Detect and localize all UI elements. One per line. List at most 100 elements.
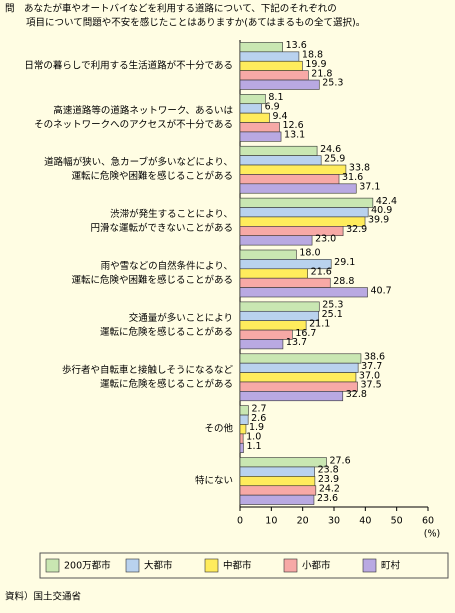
bar <box>239 122 280 133</box>
x-unit: (%) <box>424 529 440 540</box>
value-label: 13.7 <box>286 337 307 348</box>
value-label: 40.7 <box>371 285 392 296</box>
category-label: 渋滞が発生することにより、 <box>110 208 233 220</box>
legend-label: 小都市 <box>302 560 331 572</box>
bar <box>239 329 293 340</box>
legend-swatch <box>283 558 298 573</box>
value-label: 1.0 <box>246 432 261 443</box>
value-label: 38.6 <box>364 351 385 362</box>
bar <box>239 310 319 321</box>
value-label: 37.7 <box>361 361 382 372</box>
category-label: 高速道路等の道路ネットワーク、あるいは <box>53 104 233 116</box>
bar <box>239 207 369 218</box>
bar <box>239 433 244 444</box>
chart-title: 問 あなたが車やオートバイなどを利用する道路について、下記のそれぞれの <box>5 3 337 15</box>
value-label: 39.9 <box>368 215 389 226</box>
value-label: 31.6 <box>342 172 363 183</box>
bar <box>239 277 331 288</box>
category-label: 雨や雪などの自然条件により、 <box>101 260 233 272</box>
bar <box>239 405 249 416</box>
bar <box>239 301 320 312</box>
value-label: 13.6 <box>286 40 307 51</box>
legend-label: 町村 <box>381 560 401 572</box>
bar <box>239 174 340 185</box>
bar <box>239 51 300 62</box>
x-tick-label: 50 <box>391 516 403 527</box>
category-label: 円滑な運転ができないことがある <box>90 222 233 234</box>
value-label: 18.0 <box>299 248 320 259</box>
value-label: 24.6 <box>320 144 341 155</box>
category-label: 特にない <box>195 475 233 487</box>
bar <box>239 372 357 383</box>
x-tick-label: 0 <box>237 516 243 527</box>
value-label: 37.1 <box>359 182 380 193</box>
category-label: 日常の暮らしで利用する生活道路が不十分である <box>24 59 233 71</box>
value-label: 13.1 <box>284 130 305 141</box>
category-label: 運転に危険や困難を感じることがある <box>71 274 233 286</box>
value-label: 21.6 <box>311 267 332 278</box>
legend-swatch <box>45 558 60 573</box>
category-label: 運転に危険や困難を感じることがある <box>71 170 233 182</box>
bar <box>239 70 309 81</box>
bar <box>239 287 368 298</box>
value-label: 1.1 <box>246 441 261 452</box>
bar <box>239 381 358 392</box>
value-label: 16.7 <box>295 328 316 339</box>
value-label: 25.1 <box>322 309 343 320</box>
category-label: その他 <box>204 423 233 435</box>
bar <box>239 60 303 71</box>
value-label: 32.8 <box>346 389 367 400</box>
value-label: 25.3 <box>322 78 343 89</box>
bar <box>239 145 318 156</box>
value-label: 25.9 <box>324 153 345 164</box>
legend-swatch <box>125 558 140 573</box>
value-label: 23.8 <box>318 465 339 476</box>
bar <box>239 112 270 123</box>
bar <box>239 339 284 350</box>
category-label: 運転に危険を感じることがある <box>100 326 233 338</box>
category-label: 道路幅が狭い、急カーブが多いなどにより、 <box>44 156 233 168</box>
legend-box <box>39 552 449 579</box>
value-label: 23.6 <box>317 493 338 504</box>
value-label: 21.8 <box>311 68 332 79</box>
value-label: 12.6 <box>282 120 303 131</box>
legend-label: 大都市 <box>144 560 173 572</box>
value-label: 2.6 <box>251 413 266 424</box>
bar <box>239 494 315 505</box>
bar <box>239 362 359 373</box>
value-label: 1.9 <box>249 422 264 433</box>
value-label: 42.4 <box>376 196 397 207</box>
category-label: 交通量が多いことにより <box>129 312 233 324</box>
chart-title: 項目について問題や不安を感じたことはありますか(あてはまるもの全て選択)。 <box>26 17 365 29</box>
value-label: 32.9 <box>346 224 367 235</box>
bar <box>239 103 262 114</box>
value-label: 19.9 <box>305 59 326 70</box>
bar <box>239 155 322 166</box>
bar <box>239 197 374 208</box>
value-label: 33.8 <box>349 163 370 174</box>
bar <box>239 353 362 364</box>
legend-label: 中都市 <box>223 560 252 572</box>
source: 資料）国土交通省 <box>5 591 81 603</box>
value-label: 23.0 <box>315 233 336 244</box>
bar <box>239 235 313 246</box>
bar <box>239 268 308 279</box>
bar <box>239 183 357 194</box>
x-tick-label: 40 <box>359 516 371 527</box>
category-label: 歩行者や自転車と接触しそうになるなど <box>62 364 234 376</box>
bar <box>239 466 315 477</box>
value-label: 21.1 <box>309 318 330 329</box>
value-label: 28.8 <box>333 276 354 287</box>
bar <box>239 424 247 435</box>
value-label: 37.5 <box>361 380 382 391</box>
bar <box>239 457 327 468</box>
bar <box>239 442 244 453</box>
value-label: 9.4 <box>272 111 287 122</box>
bar <box>239 79 320 90</box>
x-tick-label: 60 <box>422 516 434 527</box>
bar <box>239 131 282 142</box>
value-label: 23.9 <box>318 474 339 485</box>
value-label: 25.3 <box>322 300 343 311</box>
value-label: 8.1 <box>268 92 283 103</box>
